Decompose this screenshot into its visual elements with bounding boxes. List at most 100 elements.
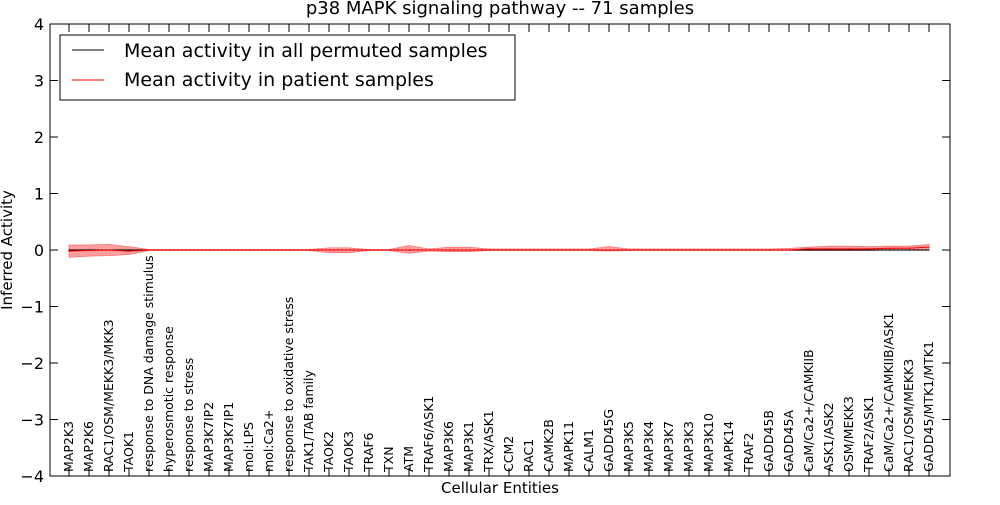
data-point-patient-23 <box>528 249 530 251</box>
y-tick-label: 1 <box>34 185 44 204</box>
x-tick-label: mol:LPS <box>241 422 256 472</box>
y-tick-label: −3 <box>20 411 44 430</box>
y-tick-label: −2 <box>20 354 44 373</box>
x-tick-label: TAOK3 <box>341 431 356 473</box>
x-tick-label: RAC1/OSM/MEKK3/MKK3 <box>101 319 116 472</box>
data-point-permuted-41 <box>888 249 890 251</box>
x-tick-label: CaM/Ca2+/CAMKIIB <box>801 349 816 472</box>
data-point-patient-7 <box>208 249 210 251</box>
x-tick-label: CAMK2B <box>541 419 556 472</box>
data-point-patient-24 <box>548 249 550 251</box>
x-tick-label: GADD45G <box>601 409 616 472</box>
x-tick-label: MAP3K7IP1 <box>221 402 236 472</box>
x-tick-label: CALM1 <box>581 429 596 472</box>
data-point-patient-6 <box>188 249 190 251</box>
y-tick-label: 3 <box>34 72 44 91</box>
x-tick-label: OSM/MEKK3 <box>841 396 856 472</box>
series-line-patient <box>68 246 930 252</box>
x-tick-label: hyperosmotic response <box>161 326 176 472</box>
x-tick-label: MAP2K6 <box>81 421 96 472</box>
x-tick-label: MAPK14 <box>721 421 736 472</box>
data-point-patient-15 <box>368 249 370 251</box>
data-point-patient-38 <box>828 248 830 250</box>
data-point-patient-20 <box>468 249 470 251</box>
data-point-patient-22 <box>508 249 510 251</box>
x-tick-label: MAP3K3 <box>681 421 696 472</box>
y-tick-label: −4 <box>20 467 44 486</box>
x-tick-label: MAP3K6 <box>441 421 456 472</box>
x-tick-label: mol:Ca2+ <box>261 410 276 472</box>
data-point-permuted-40 <box>868 249 870 251</box>
x-tick-label: TRAF2/ASK1 <box>861 396 876 473</box>
data-point-patient-37 <box>808 248 810 250</box>
x-tick-label: GADD45/MTK1/MTK1 <box>921 341 936 472</box>
data-point-patient-21 <box>488 249 490 251</box>
plot-frame <box>49 23 951 477</box>
x-tick-label: MAP3K10 <box>701 413 716 472</box>
x-tick-label: MAP3K4 <box>641 421 656 472</box>
data-point-permuted-39 <box>848 249 850 251</box>
data-point-patient-39 <box>848 248 850 250</box>
x-tick-label: CCM2 <box>501 436 516 472</box>
legend-box <box>59 34 516 101</box>
data-point-patient-10 <box>268 249 270 251</box>
legend-label-permuted: Mean activity in all permuted samples <box>124 40 487 62</box>
data-point-patient-35 <box>768 249 770 251</box>
data-point-patient-31 <box>688 249 690 251</box>
x-tick-label: TRAF2 <box>741 432 756 473</box>
data-point-patient-43 <box>928 246 930 248</box>
data-point-patient-29 <box>648 249 650 251</box>
x-tick-label: CaM/Ca2+/CAMKIIB/ASK1 <box>881 313 896 472</box>
data-point-patient-33 <box>728 249 730 251</box>
data-point-patient-25 <box>568 249 570 251</box>
x-tick-label: MAP2K3 <box>61 421 76 472</box>
data-point-patient-17 <box>408 249 410 251</box>
data-point-patient-27 <box>608 249 610 251</box>
data-point-patient-34 <box>748 249 750 251</box>
data-point-permuted-42 <box>908 249 910 251</box>
data-point-patient-36 <box>788 249 790 251</box>
x-tick-label: TXN <box>381 446 396 473</box>
data-point-patient-42 <box>908 247 910 249</box>
data-point-permuted-37 <box>808 249 810 251</box>
x-tick-labels: MAP2K3 MAP2K6 RAC1/OSM/MEKK3/MKK3 TAOK1 resp… <box>61 255 936 473</box>
data-point-patient-12 <box>308 249 310 251</box>
x-tick-label: MAPK11 <box>561 421 576 472</box>
data-point-patient-8 <box>228 249 230 251</box>
y-tick-label: 4 <box>34 15 44 34</box>
x-tick-label: response to DNA damage stimulus <box>141 255 156 472</box>
line-layer <box>68 246 930 252</box>
chart-title: p38 MAPK signaling pathway -- 71 samples <box>306 0 694 19</box>
x-tick-label: RAC1 <box>521 439 536 472</box>
data-point-patient-26 <box>588 249 590 251</box>
data-point-patient-32 <box>708 249 710 251</box>
x-tick-label: TAOK1 <box>121 431 136 473</box>
data-point-patient-40 <box>868 248 870 250</box>
data-point-patient-19 <box>448 249 450 251</box>
x-tick-label: TRAF6 <box>361 432 376 473</box>
data-point-patient-41 <box>888 247 890 249</box>
data-point-patient-13 <box>328 249 330 251</box>
data-point-permuted-0 <box>68 249 70 251</box>
x-tick-label: GADD45A <box>781 410 796 472</box>
x-tick-label: TAK1/TAB family <box>301 369 316 473</box>
x-axis-label: Cellular Entities <box>441 479 559 497</box>
data-point-patient-11 <box>288 249 290 251</box>
x-tick-label: MAP3K1 <box>461 421 476 472</box>
x-tick-label: response to stress <box>181 358 196 472</box>
x-tick-label: MAP3K7IP2 <box>201 402 216 472</box>
data-point-permuted-43 <box>928 249 930 251</box>
legend-label-patient: Mean activity in patient samples <box>124 69 434 91</box>
data-point-patient-2 <box>108 249 110 251</box>
data-point-permuted-3 <box>128 249 130 251</box>
data-point-patient-18 <box>428 249 430 251</box>
x-tick-label: TAOK2 <box>321 431 336 473</box>
data-point-permuted-38 <box>828 249 830 251</box>
y-tick-label: 2 <box>34 128 44 147</box>
data-point-patient-16 <box>388 249 390 251</box>
data-point-patient-5 <box>168 249 170 251</box>
y-tick-label: −1 <box>20 298 44 317</box>
x-tick-label: RAC1/OSM/MEKK3 <box>901 359 916 472</box>
x-tick-label: ATM <box>401 446 416 472</box>
